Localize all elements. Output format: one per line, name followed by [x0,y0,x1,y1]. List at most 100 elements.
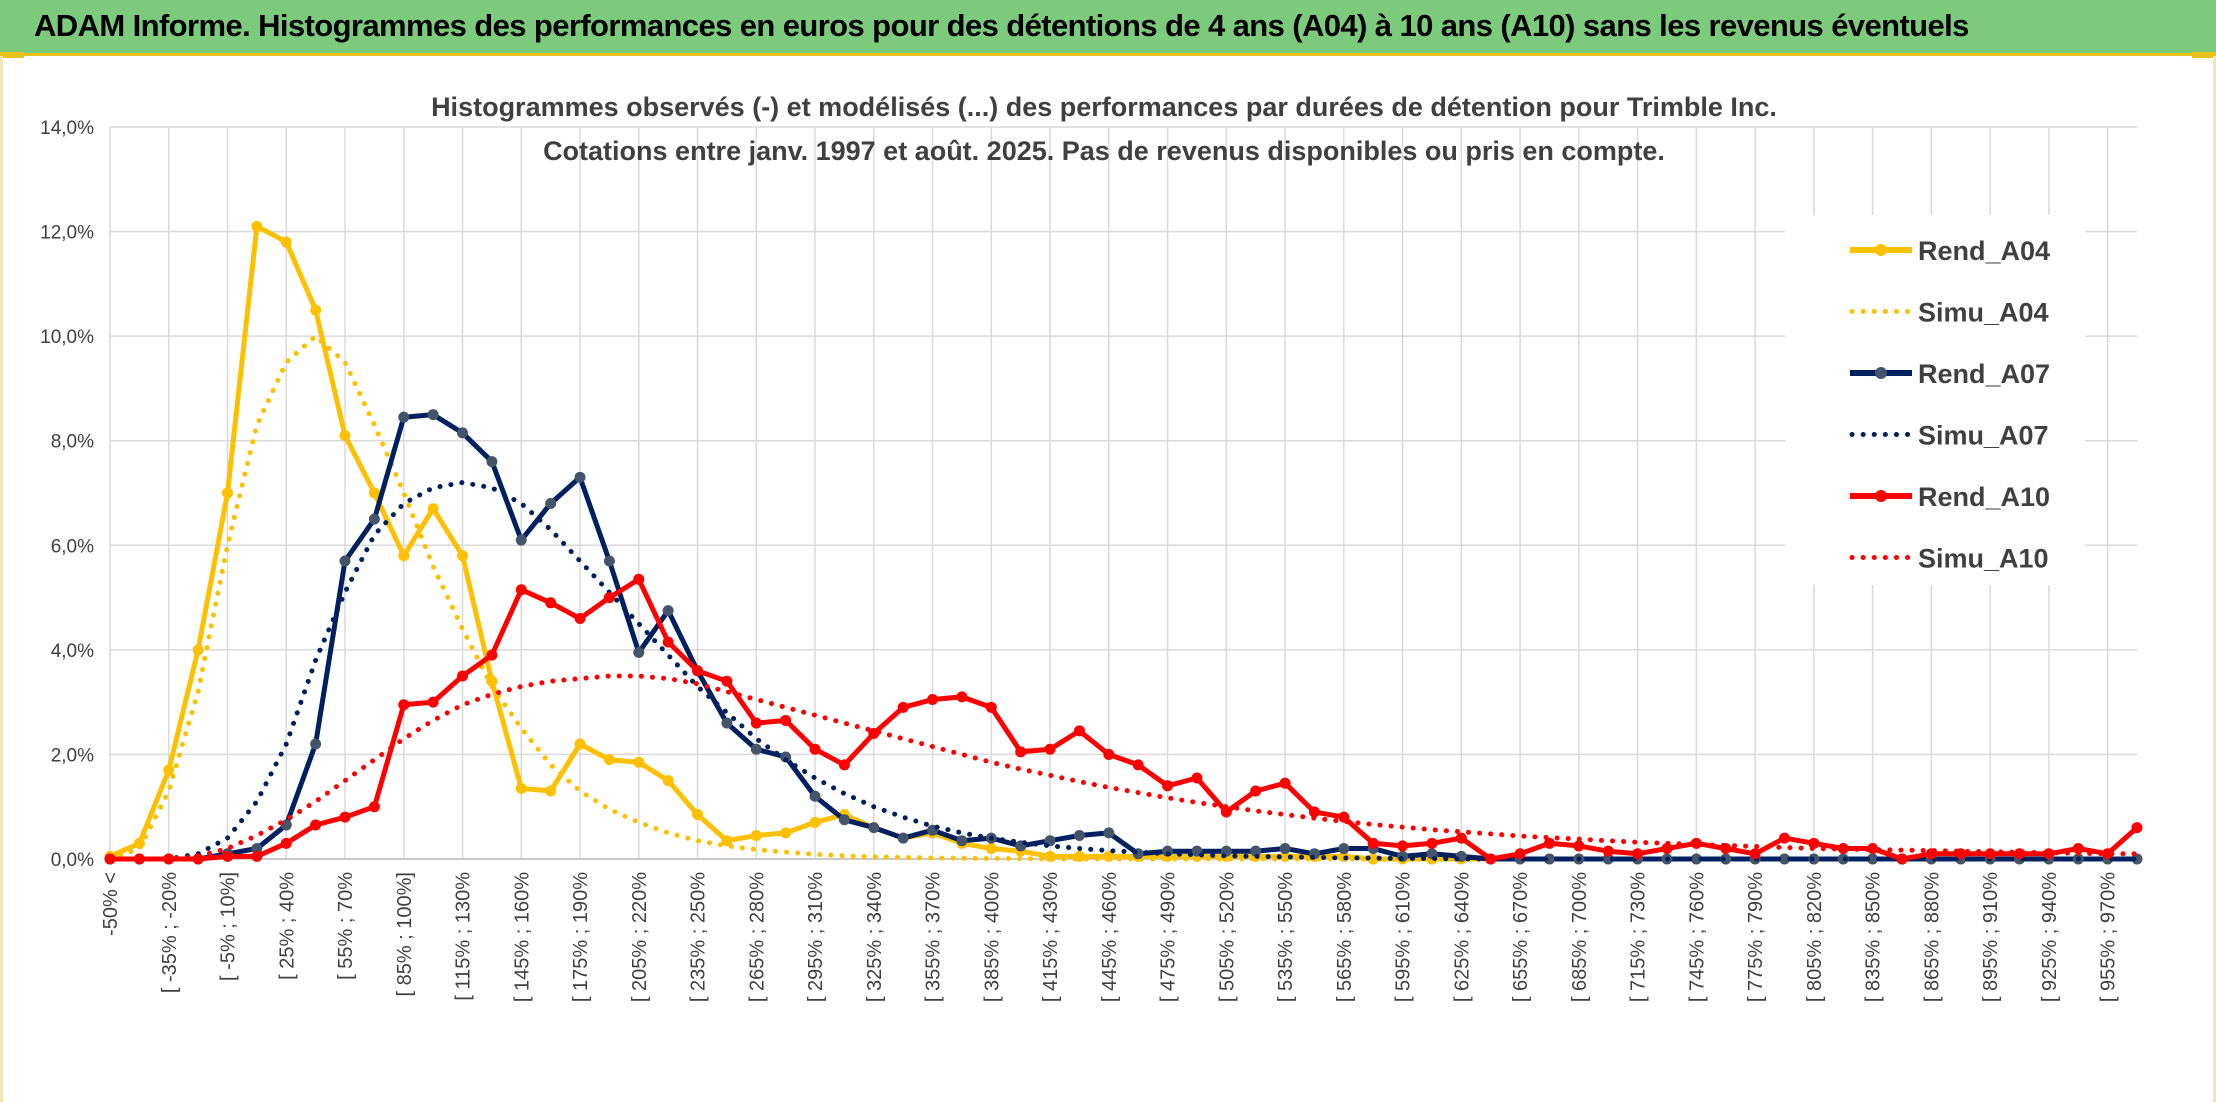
rend-a07-point [398,411,410,423]
rend-a07-point [633,646,645,658]
x-tick-label: [ 685% ; 700% [1569,872,1591,1002]
rend-a10-point [868,728,880,740]
rend-a10-point [1867,843,1879,855]
rend-a04-point [750,829,762,841]
rend-a07-point [838,814,850,826]
x-tick-label: [ 25% ; 40% [276,872,298,980]
chart-title-line2: Cotations entre janv. 1997 et août. 2025… [543,136,1665,166]
rend-a10-point [1397,840,1409,852]
x-tick-label: [ 925% ; 940% [2039,872,2061,1002]
rend-a10-point [1308,806,1320,818]
rend-a10-point [1485,853,1497,865]
rend-a07-point [339,555,351,567]
rend-a10-point [1808,837,1820,849]
rend-a07-point [1543,853,1555,865]
rend-a10-point [2131,822,2143,834]
x-tick-label: [ 205% ; 220% [629,872,651,1002]
x-tick-label: [ 745% ; 760% [1686,872,1708,1002]
rend-a10-point [2102,848,2114,860]
rend-a10-point [222,850,234,862]
rend-a07-point [603,555,615,567]
rend-a04-point [222,487,234,499]
x-tick-label: [ 655% ; 670% [1510,872,1532,1002]
rend-a10-point [692,665,704,677]
rend-a10-point [662,636,674,648]
rend-a07-point [1867,853,1879,865]
rend-a10-point [1132,759,1144,771]
rend-a04-point [574,738,586,750]
rend-a04-point [398,550,410,562]
legend-rend-a10-label: Rend_A10 [1918,482,2050,512]
rend-a10-point [1602,845,1614,857]
series-simu-a07-line [107,479,2140,862]
rend-a10-point [1015,746,1027,758]
series-simu-a04-line [107,332,2140,862]
x-tick-label: [ 415% ; 430% [1040,872,1062,1002]
rend-a07-point [780,751,792,763]
rend-a07-point [1250,845,1262,857]
rend-a10-point [809,743,821,755]
rend-a10-point [1279,777,1291,789]
rend-a10-point [838,759,850,771]
legend-rend-a04-label: Rend_A04 [1918,236,2050,266]
rend-a04-point [280,236,292,248]
rend-a07-point [956,835,968,847]
rend-a07-point [1602,853,1614,865]
rend-a10-point [721,675,733,687]
rend-a07-point [809,790,821,802]
y-tick-label: 10,0% [40,327,94,348]
y-axis-ticks: 0,0% 2,0% 4,0% 6,0% 8,0% 10,0% 12,0% 14,0% [40,118,94,871]
rend-a10-point [339,811,351,823]
x-tick-label: [ 445% ; 460% [1099,872,1121,1002]
x-tick-label: -50% < [100,872,122,936]
rend-a10-point [603,592,615,604]
chart-title-line1: Histogrammes observés (-) et modélisés (… [431,92,1777,122]
rend-a04-point [545,785,557,797]
x-tick-label: [ 355% ; 370% [923,872,945,1002]
rend-a07-point [1338,843,1350,855]
rend-a10-point [1073,725,1085,737]
rend-a10-point [1778,832,1790,844]
legend-box [1785,215,2085,585]
x-tick-label: [ 235% ; 250% [688,872,710,1002]
rend-a10-point [1749,848,1761,860]
legend-rend-a04-marker [1875,244,1887,256]
rend-a10-point [956,691,968,703]
x-tick-label: [ 595% ; 610% [1393,872,1415,1002]
x-tick-label: [ 535% ; 550% [1275,872,1297,1002]
x-tick-label: [ 295% ; 310% [805,872,827,1002]
x-tick-label: [ 475% ; 490% [1158,872,1180,1002]
legend-simu-a10-label: Simu_A10 [1918,544,2049,574]
rend-a10-point [1573,840,1585,852]
rend-a10-point [927,694,939,706]
x-tick-label: [ 865% ; 880% [1921,872,1943,1002]
y-tick-label: 12,0% [40,223,94,244]
rend-a10-point [1426,837,1438,849]
rend-a04-point [163,764,175,776]
rend-a07-point [574,471,586,483]
rend-a07-point [251,843,263,855]
rend-a10-point [251,850,263,862]
rend-a10-point [1220,806,1232,818]
title-banner: ADAM Informe. Histogrammes des performan… [0,0,2216,56]
x-tick-label: [ 55% ; 70% [335,872,357,980]
legend-rend-a10-marker [1875,490,1887,502]
rend-a04-point [985,843,997,855]
x-tick-label: [ 955% ; 970% [2098,872,2120,1002]
rend-a10-point [163,853,175,865]
legend-rend-a07-label: Rend_A07 [1918,359,2050,389]
rend-a07-point [662,605,674,617]
rend-a04-point [662,775,674,787]
rend-a10-point [780,714,792,726]
x-tick-label: [ 145% ; 160% [511,872,533,1002]
rend-a04-point [427,503,439,515]
y-tick-label: 0,0% [51,850,94,871]
rend-a10-point [2072,843,2084,855]
rend-a10-point [457,670,469,682]
rend-a10-point [1661,843,1673,855]
rend-a07-point [1690,853,1702,865]
rend-a04-point [809,816,821,828]
rend-a10-point [1543,837,1555,849]
rend-a10-point [1044,743,1056,755]
